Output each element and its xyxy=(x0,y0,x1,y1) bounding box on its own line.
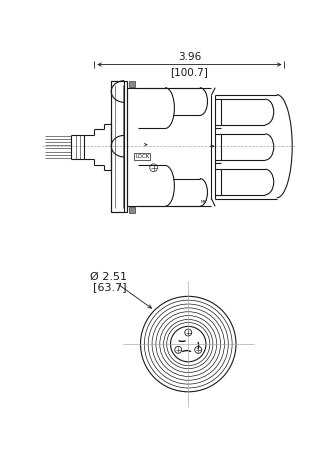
Text: MS: MS xyxy=(201,200,207,204)
Bar xyxy=(129,207,135,213)
Text: [63.7]: [63.7] xyxy=(93,282,126,292)
Text: [100.7]: [100.7] xyxy=(170,67,208,77)
Bar xyxy=(129,81,135,87)
Text: LOCK: LOCK xyxy=(135,154,149,159)
Text: 3.96: 3.96 xyxy=(178,52,201,62)
Text: Ø 2.51: Ø 2.51 xyxy=(90,272,127,282)
